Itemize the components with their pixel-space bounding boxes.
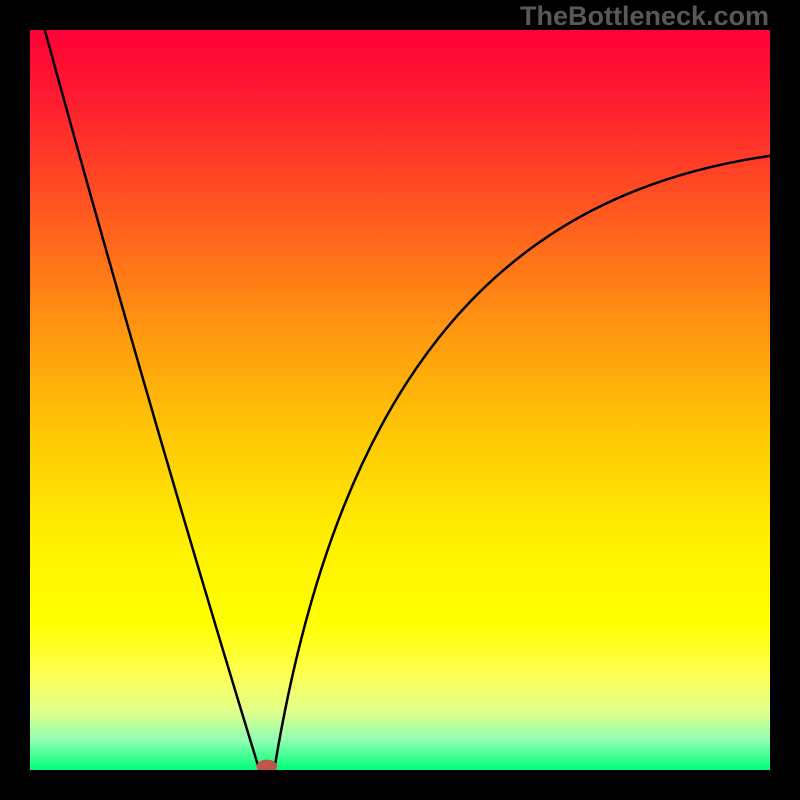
gradient-background (30, 30, 770, 770)
plot-area (30, 30, 770, 770)
watermark-text: TheBottleneck.com (520, 1, 769, 32)
plot-svg (30, 30, 770, 770)
